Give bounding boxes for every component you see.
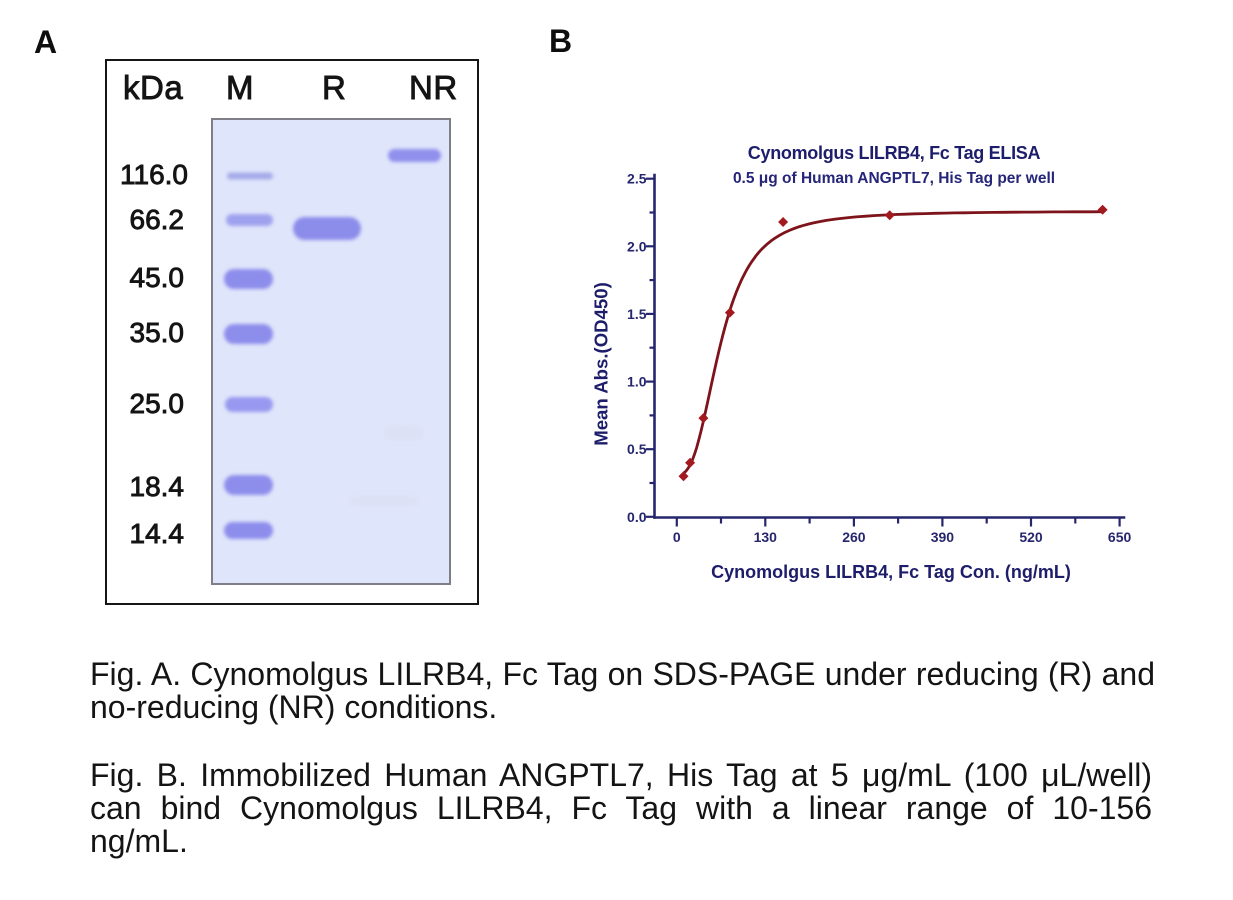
svg-text:0: 0: [673, 529, 681, 545]
svg-text:2.5: 2.5: [627, 171, 647, 187]
svg-text:Mean Abs.(OD450): Mean Abs.(OD450): [591, 282, 612, 446]
svg-text:260: 260: [842, 529, 866, 545]
svg-text:390: 390: [931, 529, 955, 545]
svg-text:0.5: 0.5: [627, 441, 647, 457]
svg-text:Cynomolgus LILRB4, Fc Tag Con.: Cynomolgus LILRB4, Fc Tag Con. (ng/mL): [711, 562, 1071, 582]
svg-text:1.5: 1.5: [627, 306, 647, 322]
svg-text:Cynomolgus LILRB4, Fc Tag ELIS: Cynomolgus LILRB4, Fc Tag ELISA: [748, 143, 1041, 163]
svg-text:0.0: 0.0: [627, 509, 647, 525]
svg-text:650: 650: [1108, 529, 1132, 545]
svg-text:520: 520: [1019, 529, 1043, 545]
svg-text:1.0: 1.0: [627, 374, 647, 390]
svg-text:130: 130: [754, 529, 778, 545]
svg-text:2.0: 2.0: [627, 238, 647, 254]
svg-text:0.5 μg of Human ANGPTL7, His T: 0.5 μg of Human ANGPTL7, His Tag per wel…: [733, 170, 1055, 187]
